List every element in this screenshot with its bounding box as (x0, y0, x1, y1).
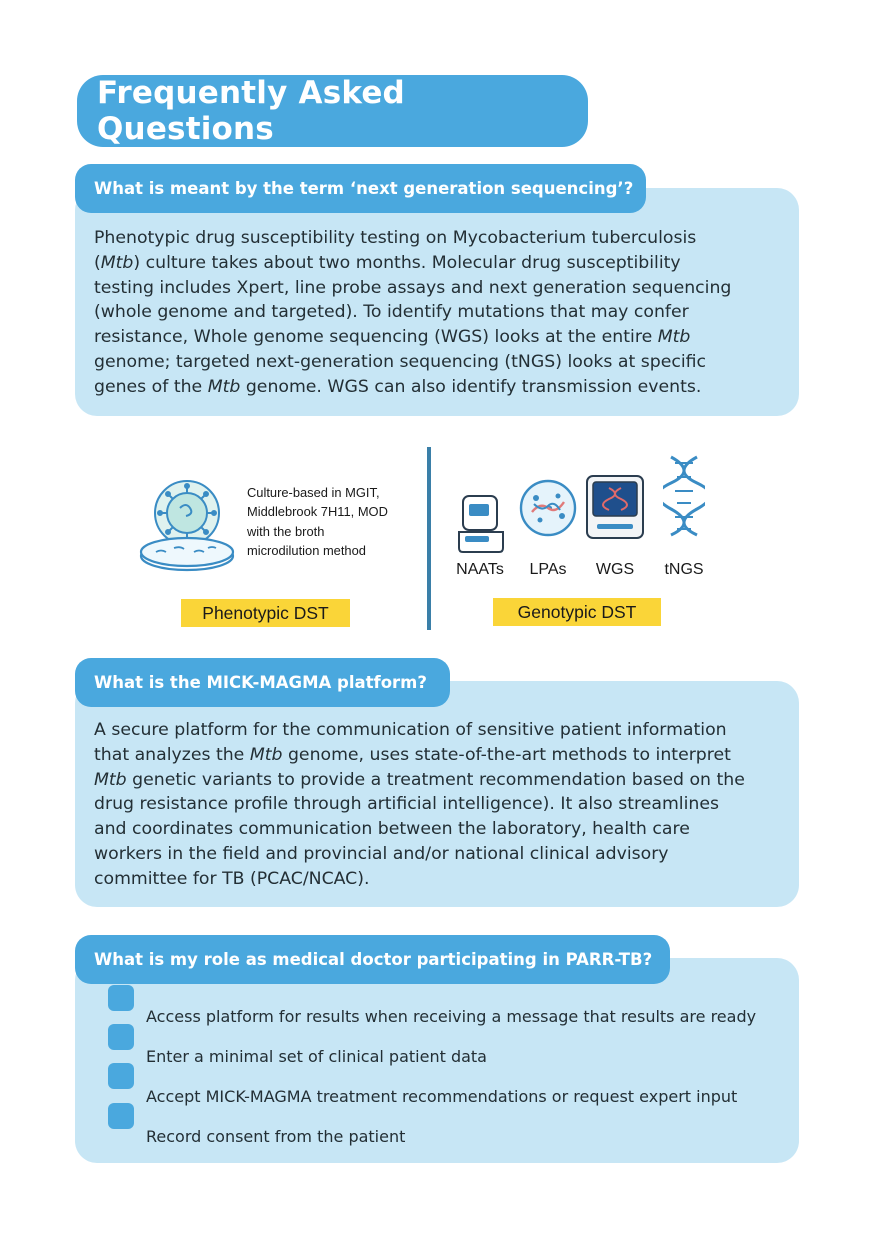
faq-answer-2-line: Mtb genetic variants to provide a treatm… (94, 769, 745, 790)
faq-answer-2-line: workers in the field and provincial and/… (94, 843, 669, 864)
faq-answer-1-line: genome; targeted next-generation sequenc… (94, 351, 707, 372)
faq-answer-1: Phenotypic drug susceptibility testing o… (94, 226, 731, 400)
method-label-tngs: tNGS (664, 561, 704, 578)
phenotypic-dst-description: Culture-based in MGIT, Middlebrook 7H11, … (247, 483, 417, 560)
faq-answer-2-line: drug resistance profile through artifici… (94, 794, 719, 815)
checkbox-accept-recommendations[interactable] (108, 1063, 134, 1089)
page-title: Frequently Asked Questions (97, 75, 405, 147)
role-item-access-platform: Access platform for results when receivi… (146, 1007, 757, 1026)
naat-analyzer-icon (458, 495, 504, 553)
wgs-sequencer-icon (586, 475, 644, 539)
role-item-record-consent: Record consent from the patient (146, 1127, 406, 1146)
role-item-enter-data: Enter a minimal set of clinical patient … (146, 1047, 487, 1066)
genotypic-dst-tag: Genotypic DST (493, 598, 661, 626)
phenotypic-dst-description-line: with the broth (247, 523, 325, 539)
faq-question-tab-1: What is meant by the term ‘next generati… (75, 164, 646, 213)
faq-answer-2-line: that analyzes the Mtb genome, uses state… (94, 744, 731, 765)
faq-answer-1-line: genes of the Mtb genome. WGS can also id… (94, 376, 702, 397)
method-label-wgs: WGS (595, 561, 635, 578)
lpa-microscopy-icon (519, 479, 577, 537)
phenotypic-dst-description-line: Culture-based in MGIT, (247, 485, 380, 500)
faq-answer-panel-3 (75, 958, 799, 1163)
faq-answer-panel-2 (75, 681, 799, 907)
figure-divider (427, 447, 431, 630)
faq-question-3: What is my role as medical doctor partic… (94, 950, 653, 969)
dna-helix-icon (663, 455, 705, 537)
faq-question-1: What is meant by the term ‘next generati… (94, 179, 634, 198)
checkbox-enter-data[interactable] (108, 1024, 134, 1050)
role-item-accept-recommendations: Accept MICK-MAGMA treatment recommendati… (146, 1087, 738, 1106)
phenotypic-dst-description-line: microdilution method (247, 542, 366, 558)
checkbox-record-consent[interactable] (108, 1103, 134, 1129)
phenotypic-dst-description-line: Middlebrook 7H11, MOD (247, 504, 388, 520)
faq-answer-1-line: resistance, Whole genome sequencing (WGS… (94, 327, 691, 348)
faq-answer-2-line: committee for TB (PCAC/NCAC). (94, 868, 370, 889)
faq-answer-1-line: Phenotypic drug susceptibility testing o… (94, 228, 697, 248)
faq-answer-1-line: (Mtb) culture takes about two months. Mo… (94, 252, 681, 273)
page-title-banner: Frequently Asked Questions (77, 75, 588, 147)
faq-question-tab-2: What is the MICK-MAGMA platform? (75, 658, 450, 707)
method-label-lpas: LPAs (529, 561, 567, 578)
faq-question-2: What is the MICK-MAGMA platform? (94, 673, 427, 692)
faq-answer-2: A secure platform for the communication … (94, 718, 745, 892)
faq-answer-panel-1 (75, 188, 799, 416)
faq-answer-1-line: testing includes Xpert, line probe assay… (94, 277, 732, 298)
phenotypic-dst-tag: Phenotypic DST (181, 599, 350, 627)
faq-answer-2-line: and coordinates communication between th… (94, 819, 690, 840)
method-label-naats: NAATs (456, 561, 504, 578)
faq-question-tab-3: What is my role as medical doctor partic… (75, 935, 670, 984)
faq-answer-2-line: A secure platform for the communication … (94, 720, 727, 740)
faq-answer-1-line: (whole genome and targeted). To identify… (94, 302, 689, 323)
checkbox-access-platform[interactable] (108, 985, 134, 1011)
petri-dish-bacteria-icon (139, 480, 235, 572)
